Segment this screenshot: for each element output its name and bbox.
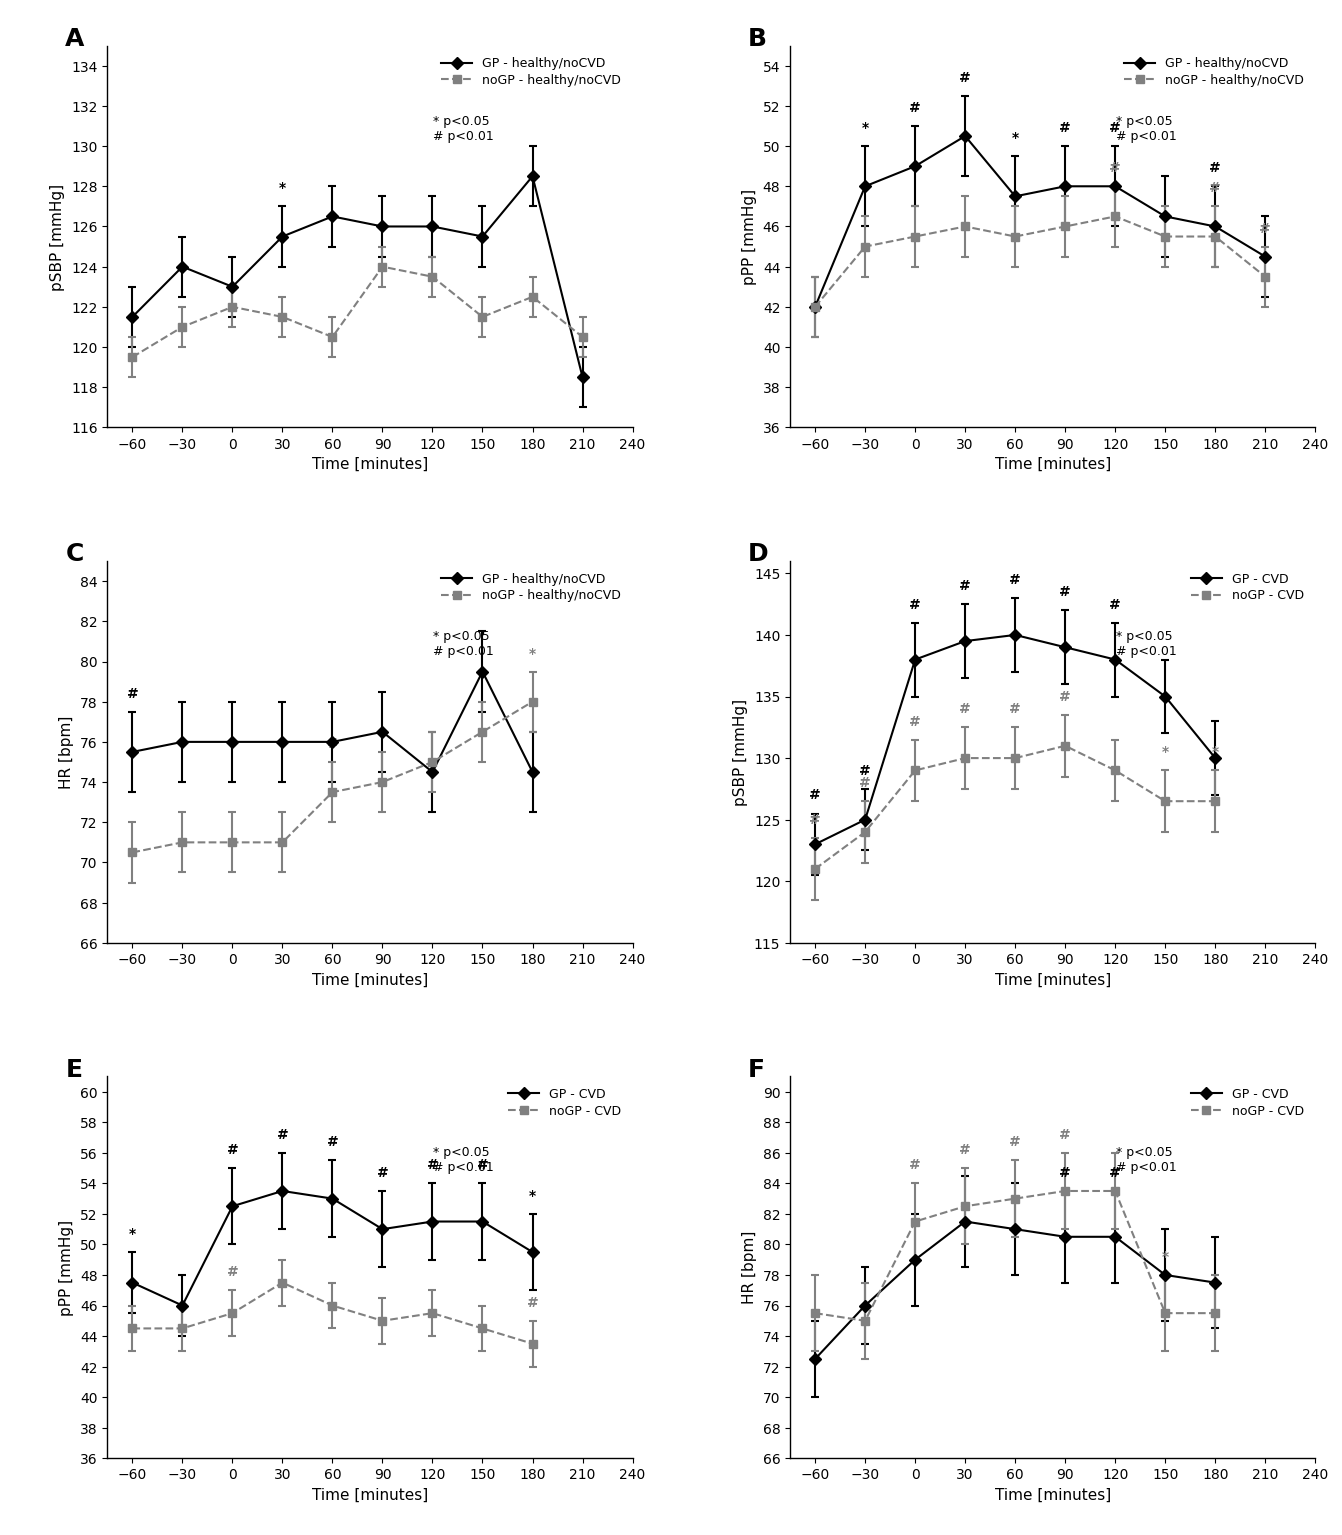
Text: #: # <box>960 1142 972 1157</box>
Text: A: A <box>66 28 85 51</box>
Text: * p<0.05
# p<0.01: * p<0.05 # p<0.01 <box>433 115 494 143</box>
Text: *: * <box>1212 744 1219 760</box>
Text: #: # <box>427 1157 439 1173</box>
Text: *: * <box>1162 1249 1169 1263</box>
Text: *: * <box>279 181 286 195</box>
Text: #: # <box>909 101 921 115</box>
Text: #: # <box>326 737 338 751</box>
Text: #: # <box>1110 597 1121 611</box>
Legend: GP - CVD, noGP - CVD: GP - CVD, noGP - CVD <box>1185 568 1308 608</box>
X-axis label: Time [minutes]: Time [minutes] <box>994 972 1111 987</box>
X-axis label: Time [minutes]: Time [minutes] <box>311 1487 428 1503</box>
Y-axis label: pPP [mmHg]: pPP [mmHg] <box>59 1219 74 1315</box>
X-axis label: Time [minutes]: Time [minutes] <box>994 1487 1111 1503</box>
Text: #: # <box>1059 1165 1071 1179</box>
Text: #: # <box>1059 689 1071 703</box>
Text: *: * <box>862 121 868 135</box>
Y-axis label: HR [bpm]: HR [bpm] <box>742 1231 757 1305</box>
Text: D: D <box>747 542 769 566</box>
Text: #: # <box>909 597 921 611</box>
Text: #: # <box>1209 181 1221 195</box>
Text: * p<0.05
# p<0.01: * p<0.05 # p<0.01 <box>1115 1145 1177 1173</box>
Text: #: # <box>326 1134 338 1150</box>
Text: *: * <box>529 646 535 660</box>
Text: * p<0.05
# p<0.01: * p<0.05 # p<0.01 <box>1115 629 1177 659</box>
Text: * p<0.05
# p<0.01: * p<0.05 # p<0.01 <box>1115 115 1177 143</box>
Text: #: # <box>909 1157 921 1173</box>
X-axis label: Time [minutes]: Time [minutes] <box>994 457 1111 471</box>
Legend: GP - healthy/noCVD, noGP - healthy/noCVD: GP - healthy/noCVD, noGP - healthy/noCVD <box>436 568 627 608</box>
Text: #: # <box>377 1165 388 1179</box>
Text: #: # <box>1009 701 1021 715</box>
Text: F: F <box>747 1058 765 1082</box>
Text: C: C <box>66 542 83 566</box>
Text: E: E <box>66 1058 82 1082</box>
Text: #: # <box>909 714 921 729</box>
Text: #: # <box>227 1265 239 1279</box>
Text: #: # <box>1110 161 1121 175</box>
Y-axis label: pPP [mmHg]: pPP [mmHg] <box>742 189 757 286</box>
Legend: GP - CVD, noGP - CVD: GP - CVD, noGP - CVD <box>503 1082 627 1122</box>
Legend: GP - healthy/noCVD, noGP - healthy/noCVD: GP - healthy/noCVD, noGP - healthy/noCVD <box>436 52 627 92</box>
Text: #: # <box>227 1142 239 1157</box>
Text: #: # <box>960 701 972 715</box>
Text: *: * <box>129 1226 136 1240</box>
Text: #: # <box>960 71 972 84</box>
Text: #: # <box>960 579 972 593</box>
Y-axis label: pSBP [mmHg]: pSBP [mmHg] <box>51 183 66 290</box>
Text: #: # <box>1110 1165 1121 1179</box>
Text: #: # <box>126 686 138 700</box>
Text: #: # <box>276 1128 289 1142</box>
Text: #: # <box>1009 1134 1021 1150</box>
Text: #: # <box>1059 121 1071 135</box>
Legend: GP - healthy/noCVD, noGP - healthy/noCVD: GP - healthy/noCVD, noGP - healthy/noCVD <box>1119 52 1308 92</box>
Legend: GP - CVD, noGP - CVD: GP - CVD, noGP - CVD <box>1185 1082 1308 1122</box>
Text: #: # <box>1209 161 1221 175</box>
Text: B: B <box>747 28 768 51</box>
Text: #: # <box>1259 221 1271 235</box>
Text: #: # <box>1009 573 1021 586</box>
Y-axis label: HR [bpm]: HR [bpm] <box>59 715 74 789</box>
Text: #: # <box>1059 585 1071 599</box>
X-axis label: Time [minutes]: Time [minutes] <box>311 972 428 987</box>
Text: #: # <box>809 814 821 827</box>
Text: #: # <box>859 777 871 791</box>
Text: #: # <box>1059 1128 1071 1142</box>
Text: #: # <box>1110 121 1121 135</box>
Text: *: * <box>1162 744 1169 760</box>
Text: *: * <box>529 1188 535 1202</box>
Text: #: # <box>809 789 821 803</box>
Text: #: # <box>476 1157 488 1173</box>
Text: *: * <box>1012 130 1019 146</box>
Text: * p<0.05
# p<0.01: * p<0.05 # p<0.01 <box>433 629 494 659</box>
Text: * p<0.05
# p<0.01: * p<0.05 # p<0.01 <box>433 1145 494 1173</box>
Text: #: # <box>859 763 871 778</box>
X-axis label: Time [minutes]: Time [minutes] <box>311 457 428 471</box>
Text: #: # <box>526 1296 538 1309</box>
Y-axis label: pSBP [mmHg]: pSBP [mmHg] <box>733 698 749 806</box>
